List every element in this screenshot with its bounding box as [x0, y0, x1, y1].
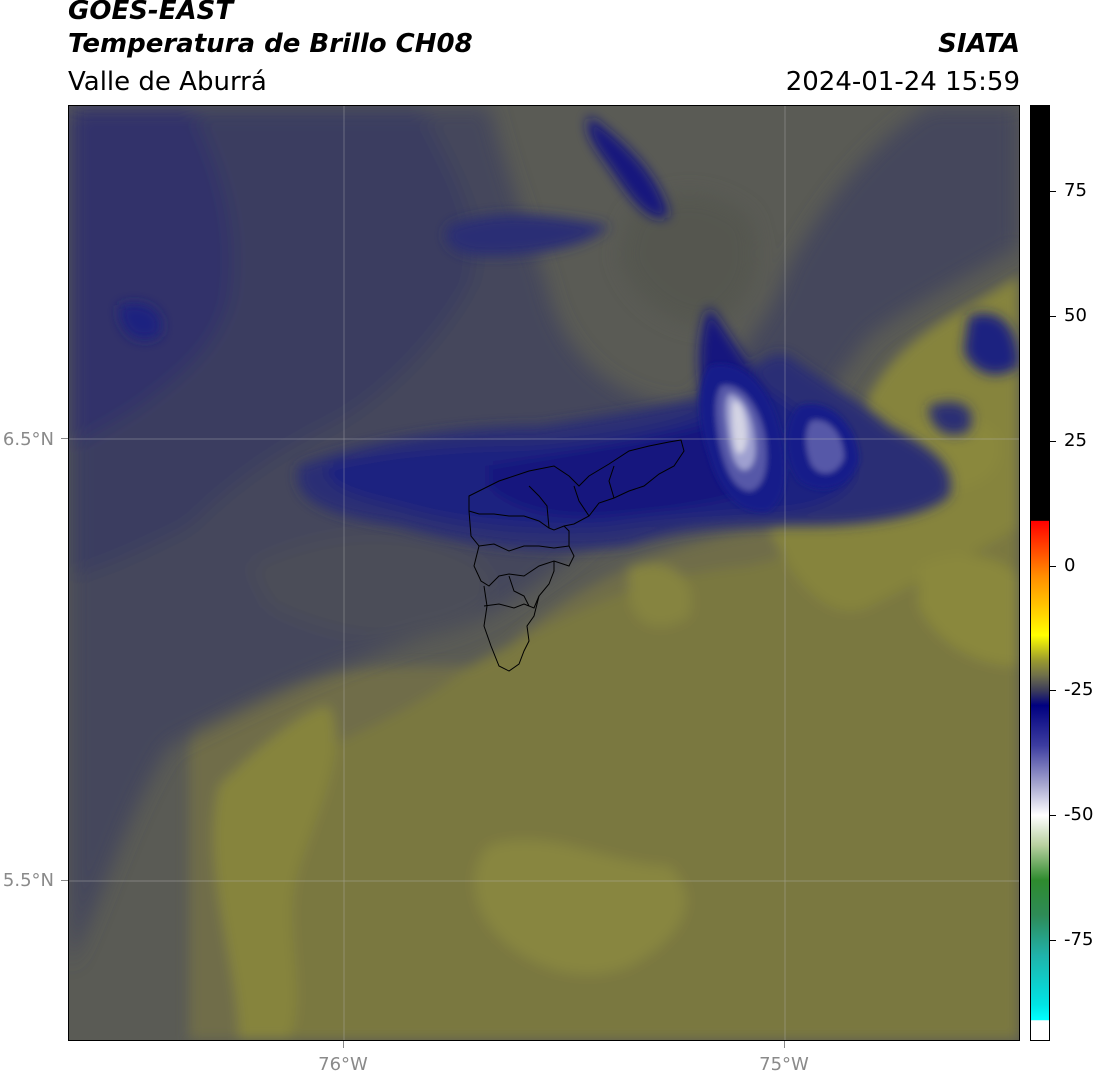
colorbar-label: -75: [1064, 929, 1094, 951]
colorbar-gradient: [1031, 106, 1049, 1040]
colorbar: [1030, 105, 1050, 1041]
colorbar-label: 25: [1064, 429, 1087, 451]
colorbar-label: 50: [1064, 304, 1087, 326]
lat-label-5-5: 5.5°N: [2, 870, 54, 891]
colorbar-label: -50: [1064, 804, 1094, 826]
warm-olive-region: [189, 276, 1019, 1040]
lon-tick-75: [784, 1041, 785, 1048]
satellite-map: [69, 106, 1019, 1040]
municipal-boundaries: [468, 439, 685, 672]
colorbar-tick: [1050, 441, 1056, 442]
timestamp-label: 2024-01-24 15:59: [785, 67, 1020, 97]
lat-tick-6-5: [61, 438, 68, 439]
colorbar-tick: [1050, 191, 1056, 192]
graticule: [69, 106, 1019, 1040]
lat-tick-5-5: [61, 880, 68, 881]
map-title-product: Temperatura de Brillo CH08: [68, 29, 473, 59]
colorbar-label: 75: [1064, 179, 1087, 201]
map-panel: [68, 105, 1020, 1041]
colorbar-tick: [1050, 566, 1056, 567]
lon-tick-76: [343, 1041, 344, 1048]
lon-label-75: 75°W: [759, 1054, 809, 1075]
colorbar-label: -25: [1064, 679, 1094, 701]
colorbar-tick: [1050, 316, 1056, 317]
colorbar-label: 0: [1064, 554, 1076, 576]
deep-convective-cores: [699, 364, 859, 512]
brand-label: SIATA: [938, 29, 1020, 59]
colorbar-tick: [1050, 815, 1056, 816]
map-subtitle-region: Valle de Aburrá: [68, 67, 267, 97]
colorbar-tick: [1050, 690, 1056, 691]
lon-label-76: 76°W: [318, 1054, 368, 1075]
map-title-satellite: GOES-EAST: [68, 0, 234, 26]
colorbar-tick: [1050, 940, 1056, 941]
lat-label-6-5: 6.5°N: [2, 429, 54, 450]
